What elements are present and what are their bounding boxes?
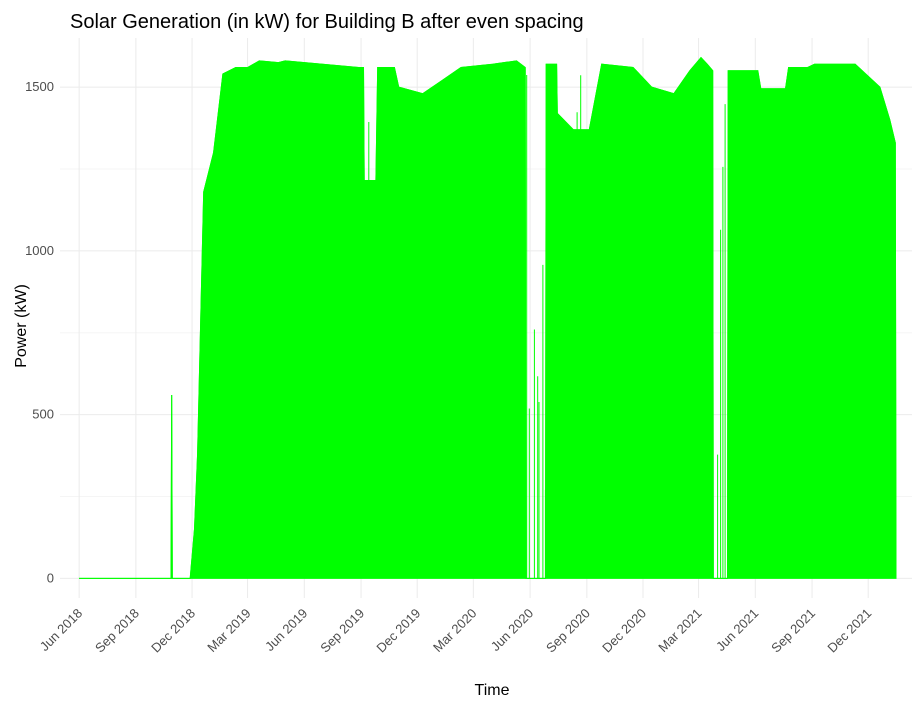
y-tick-label: 500 (32, 407, 54, 422)
x-tick-label: Dec 2019 (373, 606, 423, 656)
y-tick-label: 1000 (25, 243, 54, 258)
series-line (79, 56, 897, 579)
series-area (79, 56, 897, 579)
x-tick-label: Jun 2021 (713, 606, 761, 654)
x-tick-label: Mar 2021 (655, 606, 704, 655)
y-tick-label: 0 (47, 570, 54, 585)
y-axis-label: Power (kW) (13, 284, 30, 368)
x-tick-label: Sep 2019 (317, 606, 367, 656)
x-tick-label: Sep 2018 (92, 606, 142, 656)
x-tick-label: Dec 2021 (824, 606, 874, 656)
y-tick-label: 1500 (25, 79, 54, 94)
x-tick-label: Jun 2019 (262, 606, 310, 654)
x-tick-label: Jun 2018 (37, 606, 85, 654)
x-axis: Jun 2018 Sep 2018 Dec 2018 Mar 2019 Jun 2019… (37, 606, 875, 656)
x-tick-label: Mar 2020 (430, 606, 479, 655)
x-axis-label: Time (475, 682, 510, 699)
chart-title: Solar Generation (in kW) for Building B … (70, 11, 584, 33)
y-axis: 0 500 1000 1500 (25, 79, 54, 585)
series-layer (79, 56, 897, 579)
spike-layer (208, 74, 877, 579)
x-tick-label: Mar 2019 (204, 606, 253, 655)
x-tick-label: Sep 2020 (543, 606, 593, 656)
x-tick-label: Jun 2020 (488, 606, 536, 654)
x-tick-label: Dec 2018 (148, 606, 198, 656)
x-tick-label: Dec 2020 (599, 606, 649, 656)
x-tick-label: Sep 2021 (768, 606, 818, 656)
